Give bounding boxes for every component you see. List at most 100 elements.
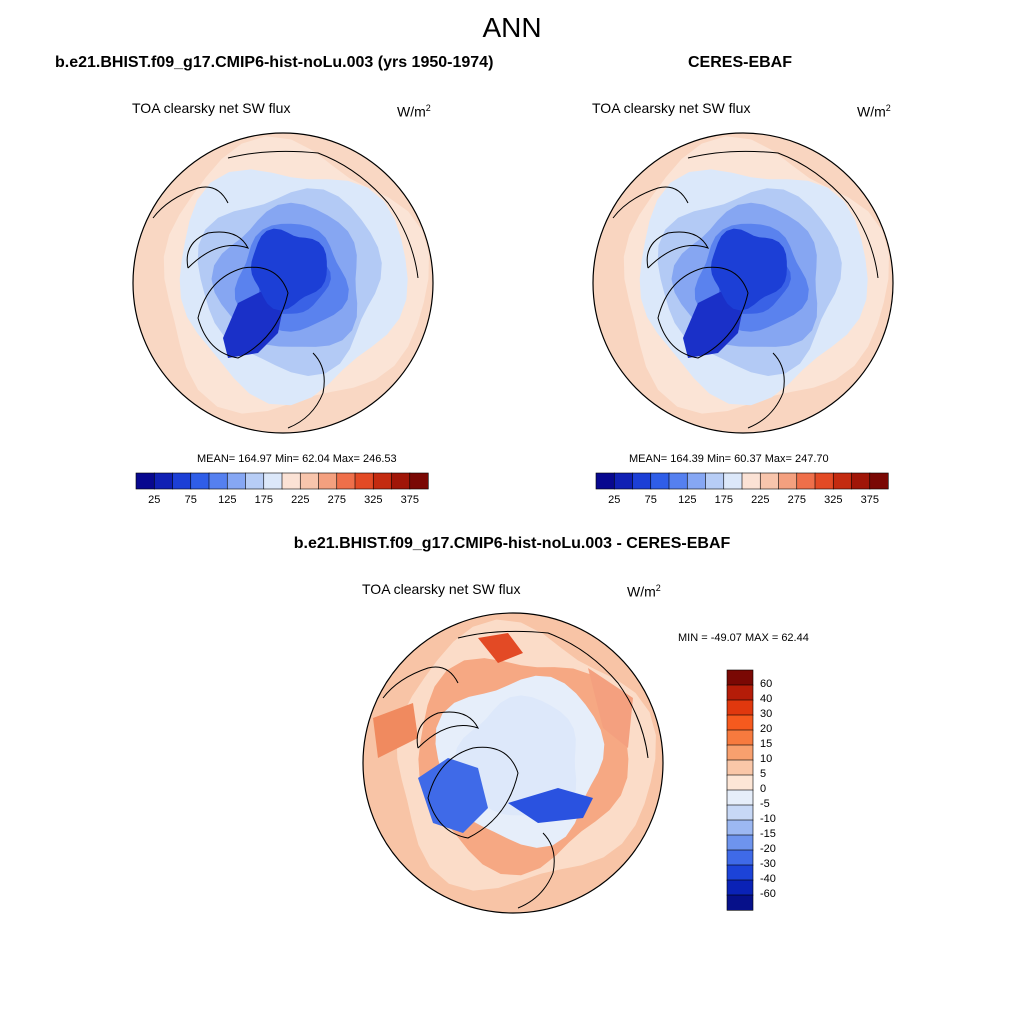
diff-red-patch — [373, 703, 418, 758]
greenland-field — [223, 288, 283, 358]
panel-1-variable-label: TOA clearsky net SW flux — [132, 100, 291, 116]
colorbar-box — [814, 472, 834, 490]
panel-2-title: CERES-EBAF — [688, 54, 793, 71]
colorbar-tick-label: 75 — [184, 494, 197, 506]
colorbar-box — [245, 472, 265, 490]
colorbar-tick-label: 225 — [291, 494, 310, 506]
colorbar-tick-label: 225 — [751, 494, 770, 506]
coastline-eurasia — [687, 150, 879, 279]
colorbar-box — [726, 669, 754, 686]
colorbar-box — [650, 472, 670, 490]
colorbar-tick-label: 40 — [760, 693, 773, 705]
panel-1-units: W/m2 — [397, 103, 431, 120]
diff-panel-polar-map — [362, 612, 664, 914]
diff-red-patch — [588, 668, 633, 748]
colorbar-box — [263, 472, 283, 490]
figure-title: ANN — [482, 12, 542, 43]
colorbar-tick-label: 275 — [787, 494, 806, 506]
panel-2-colorbar-labels: 25 75 125 175 225 275 325 375 — [596, 494, 888, 508]
diff-red-patch — [478, 633, 523, 663]
colorbar-box — [190, 472, 210, 490]
colorbar-box — [796, 472, 816, 490]
colorbar-tick-label: -20 — [760, 843, 776, 855]
colorbar-tick-label: -15 — [760, 828, 776, 840]
diff-blue-patch — [508, 788, 593, 823]
panel-1-stats: MEAN= 164.97 Min= 62.04 Max= 246.53 — [197, 453, 397, 465]
panel-1-colorbar-labels: 25 75 125 175 225 275 325 375 — [136, 494, 428, 508]
coastline-greenland — [427, 746, 519, 839]
colorbar-box — [726, 819, 754, 836]
colorbar-box — [851, 472, 871, 490]
colorbar-box — [741, 472, 761, 490]
panel-2-units: W/m2 — [857, 103, 891, 120]
colorbar-box — [409, 472, 429, 490]
map-field — [133, 133, 433, 433]
colorbar-tick-label: 20 — [760, 723, 773, 735]
colorbar-tick-label: -30 — [760, 858, 776, 870]
colorbar-box — [726, 864, 754, 881]
colorbar-box — [726, 834, 754, 851]
diff-panel-units: W/m2 — [627, 583, 661, 600]
colorbar-box — [391, 472, 411, 490]
colorbar-box — [705, 472, 725, 490]
colorbar-tick-label: 325 — [824, 494, 843, 506]
panel-2-colorbar — [595, 472, 889, 490]
coastline-north-america — [612, 186, 689, 219]
colorbar-tick-label: 325 — [364, 494, 383, 506]
field-ring — [454, 695, 577, 816]
polar-cap-field — [710, 228, 787, 311]
colorbar-box — [336, 472, 356, 490]
colorbar-box — [354, 472, 374, 490]
colorbar-box — [595, 472, 615, 490]
colorbar-box — [153, 472, 174, 490]
colorbar-tick-label: -40 — [760, 873, 776, 885]
colorbar-tick-label: 175 — [254, 494, 273, 506]
colorbar-box — [726, 729, 754, 746]
coastline-eurasia — [227, 150, 419, 279]
coastline-greenland — [657, 266, 749, 359]
colorbar-box — [686, 472, 707, 490]
colorbar-tick-label: 25 — [608, 494, 621, 506]
coastline-scandinavia — [287, 352, 325, 429]
coastline-scandinavia — [517, 832, 555, 909]
colorbar-box — [135, 472, 155, 490]
colorbar-tick-label: 0 — [760, 783, 767, 795]
colorbar-box — [226, 472, 247, 490]
colorbar-tick-label: 30 — [760, 708, 773, 720]
colorbar-box — [299, 472, 320, 490]
panel-2-variable-label: TOA clearsky net SW flux — [592, 100, 751, 116]
colorbar-box — [632, 472, 652, 490]
colorbar-box — [726, 849, 754, 866]
coastline-scandinavia — [747, 352, 785, 429]
diff-panel-title: b.e21.BHIST.f09_g17.CMIP6-hist-noLu.003 … — [293, 535, 731, 552]
diff-panel-stats: MIN = -49.07 MAX = 62.44 — [678, 632, 809, 644]
coastline-arctic-islands — [186, 231, 249, 269]
colorbar-tick-label: 60 — [760, 678, 773, 690]
diff-panel-colorbar — [726, 669, 754, 911]
colorbar-box — [281, 472, 301, 490]
colorbar-box — [726, 879, 754, 896]
panel-2-stats: MEAN= 164.39 Min= 60.37 Max= 247.70 — [629, 453, 829, 465]
colorbar-box — [726, 804, 754, 821]
coastline-eurasia — [457, 630, 649, 759]
diff-blue-patch — [418, 758, 488, 833]
colorbar-box — [832, 472, 853, 490]
colorbar-tick-label: -10 — [760, 813, 776, 825]
colorbar-tick-label: 125 — [218, 494, 237, 506]
colorbar-box — [778, 472, 798, 490]
colorbar-box — [726, 759, 754, 776]
diff-panel-colorbar-labels: 60 40 30 20 15 10 5 0 -5 -10 -15 -20 -30 -40 -60 — [760, 670, 800, 910]
greenland-field — [683, 288, 743, 358]
colorbar-box — [869, 472, 889, 490]
map-field — [363, 613, 663, 913]
colorbar-tick-label: 25 — [148, 494, 161, 506]
coastline-arctic-islands — [646, 231, 709, 269]
colorbar-tick-label: 275 — [327, 494, 346, 506]
colorbar-tick-label: 5 — [760, 768, 767, 780]
colorbar-box — [726, 714, 754, 731]
colorbar-box — [726, 894, 754, 911]
colorbar-tick-label: 10 — [760, 753, 773, 765]
coastline-greenland — [197, 266, 289, 359]
coastline-north-america — [382, 666, 459, 699]
colorbar-box — [723, 472, 743, 490]
